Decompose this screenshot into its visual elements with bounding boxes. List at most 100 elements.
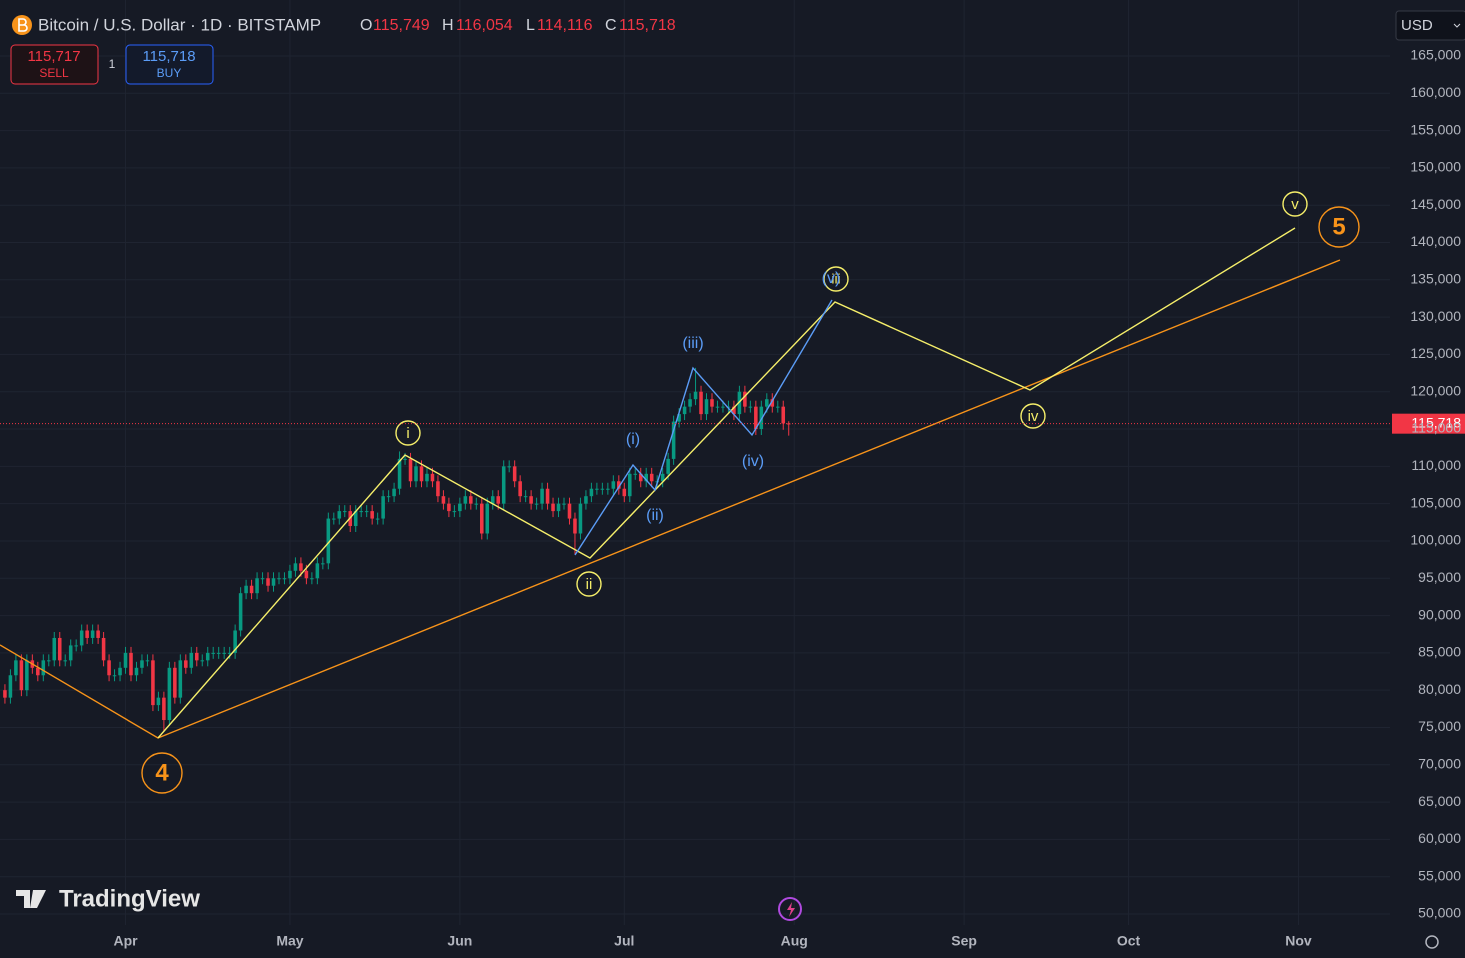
assistant-icon[interactable] [787, 902, 795, 917]
assistant-icon[interactable] [778, 897, 802, 921]
quantity: 1 [109, 57, 116, 71]
y-tick-label: 160,000 [1410, 84, 1461, 100]
candle-body [359, 511, 363, 513]
candle-body [310, 578, 314, 580]
candle-body [36, 667, 40, 676]
candle-body [205, 652, 210, 661]
candle-body [216, 652, 221, 654]
candle-body [315, 563, 320, 579]
candle-body [79, 630, 84, 646]
currency-box[interactable] [1395, 10, 1465, 41]
candle-body [282, 578, 287, 580]
candle-body [452, 511, 457, 513]
candle-body [732, 406, 736, 415]
candle-body [129, 652, 133, 676]
candle-body [381, 496, 385, 519]
settings-icon[interactable] [1425, 935, 1439, 949]
candle-body [529, 496, 533, 504]
dropdown-caret[interactable] [1453, 23, 1461, 28]
candle-body [337, 511, 342, 519]
ohlc-label: L [526, 17, 535, 34]
currency-selector[interactable]: USD [1395, 10, 1465, 41]
candle-body [441, 496, 446, 504]
candle-body [403, 458, 407, 460]
ohlc-value: 115,718 [619, 17, 676, 34]
candle-body [595, 488, 599, 490]
candle-body [211, 652, 215, 654]
candle-body [353, 511, 358, 527]
wave-circle [576, 571, 602, 597]
price-tag [1392, 413, 1465, 434]
candle-body [765, 399, 769, 407]
candle-body [326, 518, 331, 564]
currency[interactable]: USD [1401, 17, 1433, 34]
candle-body [589, 488, 594, 497]
candle-body [436, 481, 440, 497]
candle-body [622, 488, 627, 497]
sell-price[interactable]: 115,717 [27, 48, 80, 65]
sell-button[interactable]: 115,717 SELL [10, 44, 99, 85]
sell-box[interactable] [10, 44, 99, 85]
y-tick-label: 80,000 [1418, 681, 1461, 697]
wave-label: ii [586, 576, 593, 593]
candle-body [775, 406, 780, 408]
price-overlay: 115,718 [0, 413, 1465, 434]
buy-price[interactable]: 115,718 [142, 48, 195, 65]
y-tick-label: 100,000 [1410, 532, 1461, 548]
y-tick-label: 165,000 [1410, 47, 1461, 63]
candle-body [266, 578, 270, 586]
candle-body [189, 652, 194, 668]
candle-body [556, 503, 561, 512]
y-tick-label: 50,000 [1418, 905, 1461, 921]
y-tick-label: 150,000 [1410, 159, 1461, 175]
candle-body [47, 660, 51, 662]
candle-body [107, 660, 111, 676]
y-tick-label: 60,000 [1418, 830, 1461, 846]
y-tick-label: 135,000 [1410, 271, 1461, 287]
y-tick-label: 145,000 [1410, 196, 1461, 212]
wave-circle [1318, 206, 1360, 248]
sell-label[interactable]: SELL [39, 66, 69, 80]
candle-body [627, 473, 632, 497]
y-tick-label: 55,000 [1418, 867, 1461, 883]
candle-body [606, 488, 610, 490]
candle-body [299, 563, 303, 571]
ohlc-label: H [442, 17, 454, 34]
buy-button[interactable]: 115,718 BUY [125, 44, 214, 85]
x-tick-label: Aug [781, 933, 808, 949]
candle-body [194, 652, 199, 661]
candle-body [134, 667, 139, 676]
candle-body [14, 660, 18, 676]
y-tick-label: 75,000 [1418, 718, 1461, 734]
candle-body [534, 503, 539, 505]
candle-body [68, 645, 73, 661]
candle-body [332, 518, 336, 520]
y-tick-label: 130,000 [1410, 308, 1461, 324]
candle-body [293, 563, 298, 571]
candle-body [321, 563, 325, 565]
brand: TradingView [59, 885, 200, 912]
candle-body [666, 458, 670, 474]
candle-body [699, 391, 703, 415]
y-tick-label: 115,000 [1411, 420, 1461, 436]
candle-body [244, 585, 248, 594]
candle-body [600, 488, 605, 490]
candle-body [786, 423, 791, 425]
price-tag-label: 115,718 [1411, 414, 1461, 430]
x-tick-label: Jun [447, 933, 472, 949]
candle-body [222, 652, 226, 654]
candle-body [485, 503, 490, 534]
candle-body [370, 511, 374, 519]
orange-trend-line [0, 259, 1341, 739]
buy-label[interactable]: BUY [157, 66, 182, 80]
blue-wave-line [574, 299, 833, 556]
x-tick-label: May [276, 933, 303, 949]
wave-label: (v) [822, 270, 841, 287]
buy-box[interactable] [125, 44, 214, 85]
candle-body [419, 466, 424, 482]
candle-body [25, 660, 29, 691]
logo-mark [36, 890, 44, 898]
candle-body [490, 496, 495, 504]
candle-body [85, 630, 89, 638]
